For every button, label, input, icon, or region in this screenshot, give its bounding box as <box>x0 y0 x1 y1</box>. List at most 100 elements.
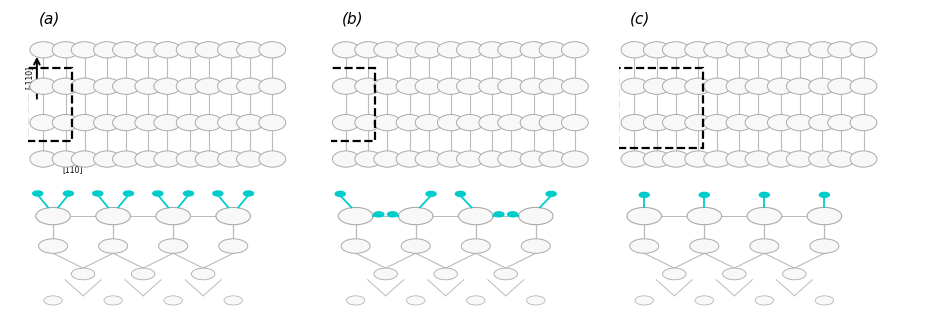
Circle shape <box>660 84 669 89</box>
Circle shape <box>498 151 525 167</box>
Circle shape <box>784 84 793 89</box>
Circle shape <box>391 84 399 89</box>
Circle shape <box>537 84 546 89</box>
Circle shape <box>218 115 244 131</box>
Circle shape <box>104 296 122 305</box>
Circle shape <box>396 78 423 94</box>
Circle shape <box>177 84 186 89</box>
Circle shape <box>93 78 120 94</box>
Circle shape <box>438 115 465 131</box>
Circle shape <box>699 192 709 198</box>
Circle shape <box>129 156 138 162</box>
Circle shape <box>434 268 457 280</box>
Circle shape <box>401 239 430 253</box>
Circle shape <box>685 78 711 94</box>
Circle shape <box>259 42 286 58</box>
Circle shape <box>355 115 382 131</box>
Circle shape <box>219 156 227 162</box>
Circle shape <box>71 151 98 167</box>
Circle shape <box>235 84 243 89</box>
Circle shape <box>621 115 648 131</box>
Circle shape <box>371 84 381 89</box>
Circle shape <box>71 78 98 94</box>
Circle shape <box>621 78 648 94</box>
Circle shape <box>335 191 345 197</box>
Circle shape <box>539 115 566 131</box>
Circle shape <box>170 156 180 162</box>
Circle shape <box>63 191 74 196</box>
Circle shape <box>177 156 186 162</box>
Circle shape <box>391 156 399 162</box>
Circle shape <box>196 42 222 58</box>
Circle shape <box>787 42 814 58</box>
Circle shape <box>745 151 772 167</box>
Circle shape <box>396 115 423 131</box>
Circle shape <box>520 42 546 58</box>
Circle shape <box>259 151 286 167</box>
Circle shape <box>193 84 202 89</box>
Circle shape <box>332 42 359 58</box>
Circle shape <box>850 151 877 167</box>
Circle shape <box>527 296 545 305</box>
Circle shape <box>807 208 842 225</box>
Bar <box>26 68 72 141</box>
Circle shape <box>722 268 746 280</box>
Circle shape <box>561 78 588 94</box>
Circle shape <box>828 115 855 131</box>
Circle shape <box>702 156 710 162</box>
Circle shape <box>212 156 221 162</box>
Circle shape <box>726 151 753 167</box>
Circle shape <box>747 208 782 225</box>
Bar <box>618 68 703 148</box>
Circle shape <box>218 42 244 58</box>
Circle shape <box>828 42 855 58</box>
Circle shape <box>687 208 722 225</box>
Circle shape <box>135 115 162 131</box>
Circle shape <box>176 115 203 131</box>
Circle shape <box>219 84 227 89</box>
Circle shape <box>456 42 483 58</box>
Circle shape <box>113 115 140 131</box>
Circle shape <box>71 42 98 58</box>
Circle shape <box>88 156 97 162</box>
Circle shape <box>332 115 359 131</box>
Circle shape <box>809 78 836 94</box>
Circle shape <box>704 115 731 131</box>
Circle shape <box>95 156 103 162</box>
Circle shape <box>743 84 752 89</box>
Circle shape <box>663 42 689 58</box>
Circle shape <box>93 42 120 58</box>
Circle shape <box>170 84 180 89</box>
Circle shape <box>809 42 836 58</box>
Circle shape <box>539 78 566 94</box>
Circle shape <box>702 84 710 89</box>
Circle shape <box>341 239 371 253</box>
Circle shape <box>663 115 689 131</box>
Circle shape <box>72 268 95 280</box>
Circle shape <box>685 115 711 131</box>
Circle shape <box>216 208 250 225</box>
Circle shape <box>473 156 482 162</box>
Circle shape <box>498 78 525 94</box>
Circle shape <box>332 78 359 94</box>
Circle shape <box>135 78 162 94</box>
Circle shape <box>726 42 753 58</box>
Circle shape <box>260 156 269 162</box>
Circle shape <box>704 151 731 167</box>
Circle shape <box>426 191 436 197</box>
Circle shape <box>47 156 56 162</box>
Circle shape <box>515 84 523 89</box>
Circle shape <box>95 84 103 89</box>
Circle shape <box>643 42 670 58</box>
Circle shape <box>52 151 79 167</box>
Circle shape <box>456 151 483 167</box>
Circle shape <box>193 156 202 162</box>
Circle shape <box>30 151 57 167</box>
Circle shape <box>643 115 670 131</box>
Circle shape <box>96 208 130 225</box>
Circle shape <box>816 296 833 305</box>
Circle shape <box>415 78 442 94</box>
Circle shape <box>456 78 483 94</box>
Circle shape <box>371 156 381 162</box>
Circle shape <box>539 42 566 58</box>
